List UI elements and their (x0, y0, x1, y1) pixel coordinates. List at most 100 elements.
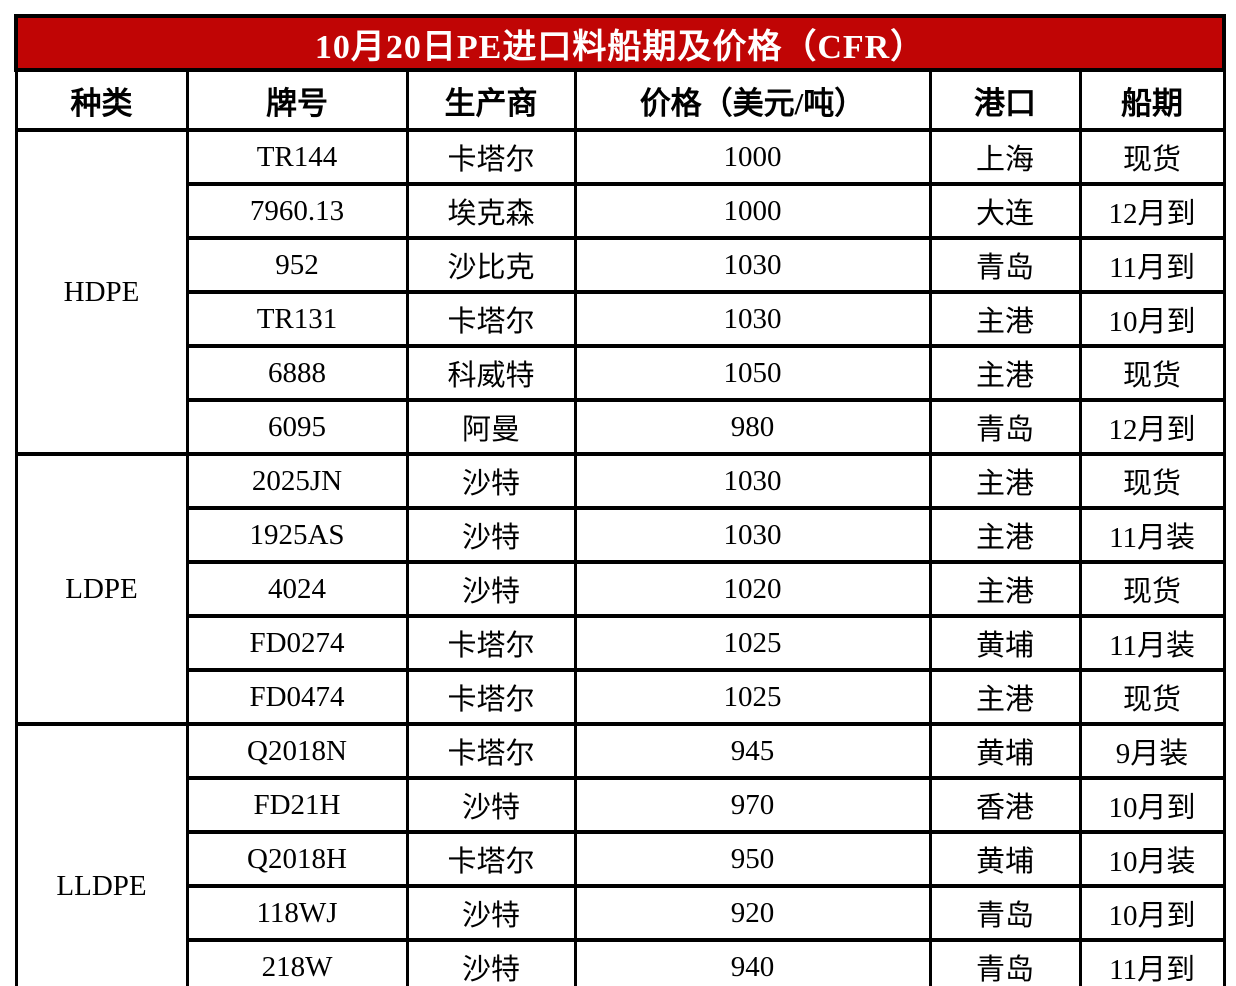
grade-cell: TR144 (185, 128, 409, 186)
price-cell: 920 (573, 884, 932, 942)
port-cell: 黄埔 (928, 614, 1082, 672)
price-cell: 1030 (573, 290, 932, 348)
price-cell: 970 (573, 776, 932, 834)
price-cell: 1030 (573, 452, 932, 510)
table-row: 7960.13 埃克森 1000 大连 12月到 (16, 182, 1226, 240)
price-cell: 1020 (573, 560, 932, 618)
grade-cell: 1925AS (185, 506, 409, 564)
shipdate-cell: 现货 (1078, 560, 1226, 618)
price-cell: 980 (573, 398, 932, 456)
producer-cell: 卡塔尔 (405, 614, 577, 672)
table-row: 1925AS 沙特 1030 主港 11月装 (16, 506, 1226, 564)
shipdate-cell: 11月装 (1078, 614, 1226, 672)
grade-cell: 952 (185, 236, 409, 294)
table-title: 10月20日PE进口料船期及价格（CFR） (13, 14, 1227, 72)
grade-cell: FD0474 (185, 668, 409, 726)
price-cell: 1050 (573, 344, 932, 402)
price-cell: 940 (573, 938, 932, 986)
table-row: 118WJ 沙特 920 青岛 10月到 (16, 884, 1226, 942)
shipdate-cell: 10月到 (1078, 884, 1226, 942)
producer-cell: 卡塔尔 (405, 830, 577, 888)
table-row: LLDPE Q2018N 卡塔尔 945 黄埔 9月装 (14, 722, 1226, 986)
grade-cell: 4024 (185, 560, 409, 618)
producer-cell: 沙特 (405, 938, 577, 986)
producer-cell: 卡塔尔 (405, 290, 577, 348)
producer-cell: 沙比克 (405, 236, 577, 294)
shipdate-cell: 12月到 (1078, 398, 1226, 456)
shipdate-cell: 11月到 (1078, 938, 1226, 986)
table-row: 4024 沙特 1020 主港 现货 (16, 560, 1226, 618)
port-cell: 主港 (928, 344, 1082, 402)
port-cell: 青岛 (928, 938, 1082, 986)
port-cell: 主港 (928, 290, 1082, 348)
port-cell: 香港 (928, 776, 1082, 834)
price-cell: 1030 (573, 506, 932, 564)
producer-cell: 沙特 (405, 452, 577, 510)
table-title-row: 10月20日PE进口料船期及价格（CFR） (13, 14, 1227, 72)
table-row: FD21H 沙特 970 香港 10月到 (16, 776, 1226, 834)
port-cell: 黄埔 (928, 830, 1082, 888)
grade-cell: Q2018H (185, 830, 409, 888)
shipdate-cell: 现货 (1078, 128, 1226, 186)
category-cell-ldpe: LDPE (14, 452, 189, 726)
price-cell: 945 (573, 722, 932, 780)
port-cell: 主港 (928, 668, 1082, 726)
grade-cell: 7960.13 (185, 182, 409, 240)
grade-cell: Q2018N (185, 722, 409, 780)
port-cell: 主港 (928, 506, 1082, 564)
grade-cell: 218W (185, 938, 409, 986)
port-cell: 青岛 (928, 398, 1082, 456)
table-row: 952 沙比克 1030 青岛 11月到 (16, 236, 1226, 294)
port-cell: 青岛 (928, 236, 1082, 294)
shipdate-cell: 10月到 (1078, 290, 1226, 348)
port-cell: 上海 (928, 128, 1082, 186)
column-header-port: 港口 (928, 68, 1082, 132)
shipdate-cell: 9月装 (1078, 722, 1226, 780)
producer-cell: 沙特 (405, 776, 577, 834)
producer-cell: 卡塔尔 (405, 722, 577, 780)
table-row: 6095 阿曼 980 青岛 12月到 (16, 398, 1226, 456)
pe-import-price-table: 10月20日PE进口料船期及价格（CFR） 种类 牌号 生产商 价格（美元/吨）… (13, 14, 1227, 986)
price-cell: 1000 (573, 182, 932, 240)
column-header-grade: 牌号 (185, 68, 409, 132)
table-row: FD0474 卡塔尔 1025 主港 现货 (16, 668, 1226, 726)
port-cell: 黄埔 (928, 722, 1082, 780)
producer-cell: 沙特 (405, 560, 577, 618)
producer-cell: 科威特 (405, 344, 577, 402)
shipdate-cell: 现货 (1078, 452, 1226, 510)
table-row: HDPE TR144 卡塔尔 1000 上海 现货 (14, 128, 1226, 456)
producer-cell: 卡塔尔 (405, 128, 577, 186)
column-header-shipdate: 船期 (1078, 68, 1226, 132)
grade-cell: 6888 (185, 344, 409, 402)
column-header-producer: 生产商 (405, 68, 577, 132)
grade-cell: TR131 (185, 290, 409, 348)
category-cell-lldpe: LLDPE (14, 722, 189, 986)
table-row: 218W 沙特 940 青岛 11月到 (16, 938, 1226, 986)
table-body: HDPE TR144 卡塔尔 1000 上海 现货 7960.13 埃克森 1000 大连 12月到… (14, 128, 1226, 986)
table-row: LDPE 2025JN 沙特 1030 主港 现货 (14, 452, 1226, 726)
grade-cell: 118WJ (185, 884, 409, 942)
shipdate-cell: 现货 (1078, 344, 1226, 402)
grade-cell: FD21H (185, 776, 409, 834)
port-cell: 大连 (928, 182, 1082, 240)
shipdate-cell: 现货 (1078, 668, 1226, 726)
price-cell: 1030 (573, 236, 932, 294)
price-cell: 1000 (573, 128, 932, 186)
table-row: FD0274 卡塔尔 1025 黄埔 11月装 (16, 614, 1226, 672)
column-header-price: 价格（美元/吨） (573, 68, 932, 132)
price-cell: 1025 (573, 668, 932, 726)
column-header-category: 种类 (14, 68, 189, 132)
producer-cell: 卡塔尔 (405, 668, 577, 726)
table-row: 6888 科威特 1050 主港 现货 (16, 344, 1226, 402)
grade-cell: FD0274 (185, 614, 409, 672)
port-cell: 主港 (928, 452, 1082, 510)
port-cell: 主港 (928, 560, 1082, 618)
producer-cell: 阿曼 (405, 398, 577, 456)
category-cell-hdpe: HDPE (14, 128, 189, 456)
table-row: TR131 卡塔尔 1030 主港 10月到 (16, 290, 1226, 348)
shipdate-cell: 12月到 (1078, 182, 1226, 240)
port-cell: 青岛 (928, 884, 1082, 942)
producer-cell: 埃克森 (405, 182, 577, 240)
shipdate-cell: 11月到 (1078, 236, 1226, 294)
